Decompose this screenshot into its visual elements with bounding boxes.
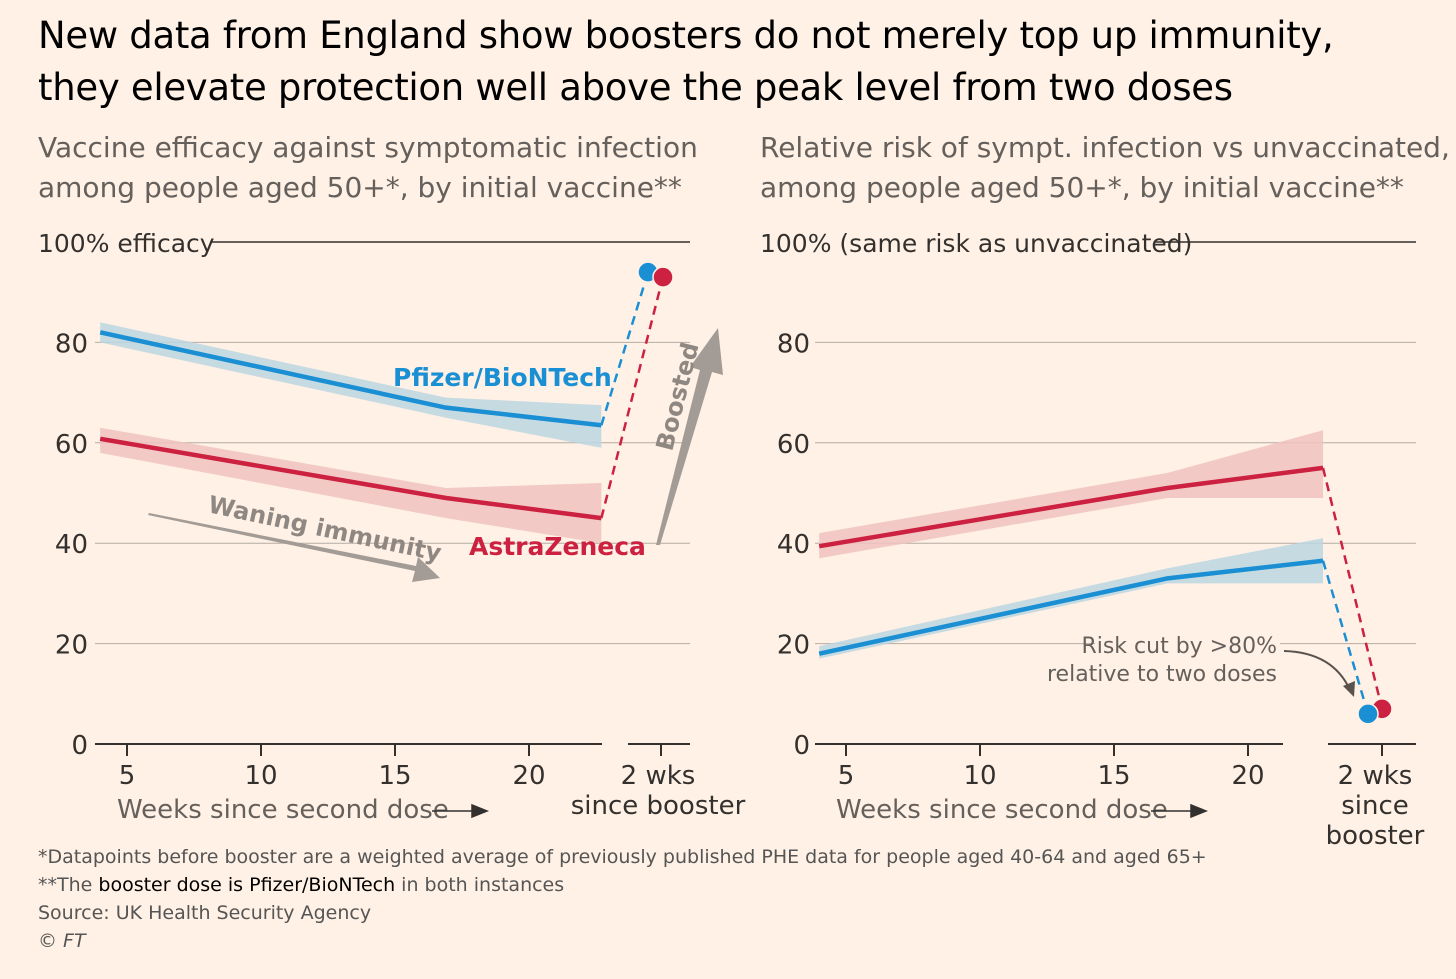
credit: © FT <box>38 930 86 952</box>
astrazeneca-label: AstraZeneca <box>469 532 646 561</box>
risk-cut-label-1: Risk cut by >80% <box>1081 634 1277 659</box>
chart2-astrazeneca-booster-dashed-line <box>1321 467 1384 710</box>
risk-cut-arrow-line <box>1283 650 1351 691</box>
footnote-1: *Datapoints before booster are a weighte… <box>38 846 1207 868</box>
chart2-pfizer-booster-dashed-line <box>1321 560 1370 715</box>
chart2-booster-label: 2 wks <box>1338 761 1413 791</box>
chart1-y-tick-label: 20 <box>55 631 88 661</box>
chart1-pfizer-line <box>99 330 602 428</box>
chart2-booster-label: since <box>1341 791 1409 821</box>
chart1-y-tick-label: 40 <box>55 530 88 560</box>
chart2-x-axis-arrow-icon <box>1151 803 1209 819</box>
chart1-x-tick-label: 5 <box>119 761 136 791</box>
chart2-astrazeneca-confidence-band <box>819 430 1324 559</box>
chart2-booster-label: booster <box>1326 821 1425 851</box>
chart1-astrazeneca-booster-dashed-line <box>600 276 665 519</box>
footnote-2a: **The <box>38 874 99 896</box>
chart1-x-tick-label: 10 <box>244 761 277 791</box>
chart2-x-tick-label: 20 <box>1231 761 1264 791</box>
chart1-top-label: 100% efficacy <box>38 229 215 258</box>
chart2-x-tick-label: 10 <box>963 761 996 791</box>
chart2-y-tick-label: 20 <box>777 631 810 661</box>
right-subtitle-1: Relative risk of sympt. infection vs unv… <box>760 131 1450 164</box>
chart2-y-tick-label: 0 <box>793 731 810 761</box>
chart1-booster-label: 2 wks <box>621 761 696 791</box>
chart1-astrazeneca-line <box>99 436 602 521</box>
right-subtitle-2: among people aged 50+*, by initial vacci… <box>760 171 1404 204</box>
chart1-y-tick-label: 80 <box>55 329 88 359</box>
chart1-x-axis-arrow-icon <box>432 803 490 819</box>
waning-arrow-icon <box>148 513 440 582</box>
annotation-bg <box>1095 630 1280 658</box>
chart2-y-tick-label: 60 <box>777 430 810 460</box>
chart1-y-tick-label: 60 <box>55 430 88 460</box>
chart2-x-tick-label: 5 <box>838 761 855 791</box>
chart2-x-axis-label: Weeks since second dose <box>836 795 1168 825</box>
source: Source: UK Health Security Agency <box>38 902 372 924</box>
chart1-x-tick-label: 15 <box>378 761 411 791</box>
left-subtitle-2: among people aged 50+*, by initial vacci… <box>38 171 682 204</box>
footnote-2: **The booster dose is Pfizer/BioNTech in… <box>38 874 564 896</box>
left-subtitle-1: Vaccine efficacy against symptomatic inf… <box>38 131 698 164</box>
title-line-1: New data from England show boosters do n… <box>38 14 1334 57</box>
pfizer-label: Pfizer/BioNTech <box>393 363 612 392</box>
title-line-2: they elevate protection well above the p… <box>38 66 1233 109</box>
chart1-astrazeneca-booster-point <box>652 266 674 288</box>
chart1-y-tick-label: 0 <box>71 731 88 761</box>
footnote-2b: booster dose is Pfizer/BioNTech <box>98 874 396 896</box>
chart2-top-label: 100% (same risk as unvaccinated) <box>760 229 1192 258</box>
chart1-astrazeneca-confidence-band <box>100 427 602 544</box>
chart1-x-tick-label: 20 <box>512 761 545 791</box>
chart2-astrazeneca-line <box>818 465 1324 549</box>
chart2-pfizer-line <box>818 558 1324 656</box>
chart2-y-tick-label: 80 <box>777 329 810 359</box>
footnote-2c: in both instances <box>395 874 565 896</box>
boosted-arrow-icon <box>656 328 723 545</box>
chart1-pfizer-booster-dashed-line <box>600 271 650 426</box>
risk-cut-arrow-icon <box>1343 681 1355 697</box>
chart1-x-axis-label: Weeks since second dose <box>117 795 449 825</box>
risk-cut-label-2: relative to two doses <box>1047 662 1277 687</box>
chart1-booster-label: since booster <box>571 791 746 821</box>
chart2-pfizer-booster-point <box>1357 703 1379 725</box>
chart2-y-tick-label: 40 <box>777 530 810 560</box>
chart2-x-tick-label: 15 <box>1097 761 1130 791</box>
